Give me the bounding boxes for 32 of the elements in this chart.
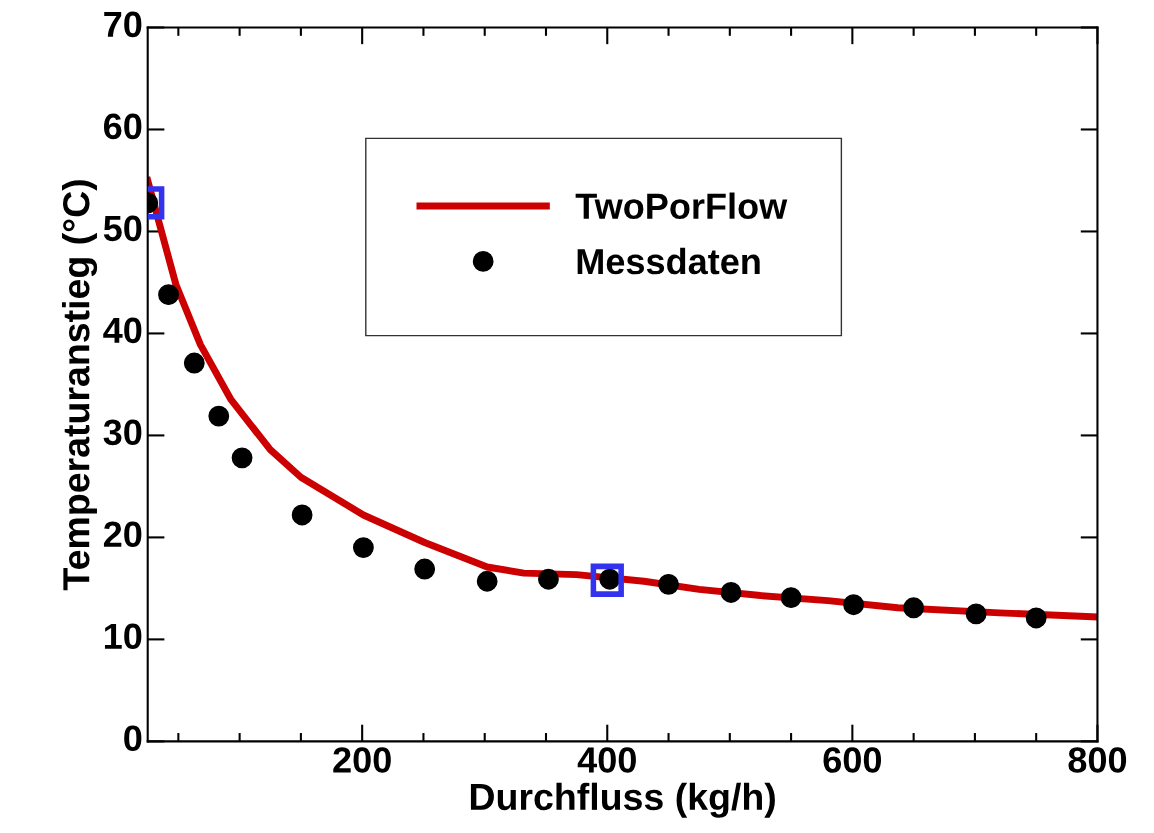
x-axis-title: Durchfluss (kg/h) <box>470 782 775 818</box>
point <box>780 587 802 608</box>
point <box>538 568 559 590</box>
point <box>965 603 987 625</box>
point <box>158 284 179 306</box>
x-tick-label: 800 <box>1068 747 1127 773</box>
point <box>291 504 313 526</box>
point <box>658 573 679 595</box>
point <box>1025 607 1047 629</box>
y-tick-label: 0 <box>124 725 142 752</box>
y-tick-label: 20 <box>103 521 142 548</box>
y-axis-title: Temperaturanstieg (°C) <box>62 180 98 591</box>
x-tick-label: 600 <box>823 747 882 773</box>
point <box>903 597 925 619</box>
x-tick-label: 200 <box>333 747 391 773</box>
point <box>476 570 498 592</box>
point <box>414 558 436 580</box>
point <box>843 594 865 616</box>
y-tick-label: 30 <box>103 419 142 446</box>
y-tick-label: 70 <box>104 11 142 38</box>
x-tick-label: 400 <box>577 747 636 773</box>
point <box>352 537 374 559</box>
legend-label: TwoPorFlow <box>575 192 788 220</box>
legend-label: Messdaten <box>577 247 760 275</box>
point <box>208 405 230 427</box>
y-tick-label: 60 <box>104 113 142 140</box>
point <box>183 352 205 374</box>
point <box>231 447 253 469</box>
y-tick-label: 40 <box>103 317 142 344</box>
y-tick-label: 50 <box>103 215 142 242</box>
point <box>720 582 742 603</box>
y-tick-label: 10 <box>104 623 142 650</box>
